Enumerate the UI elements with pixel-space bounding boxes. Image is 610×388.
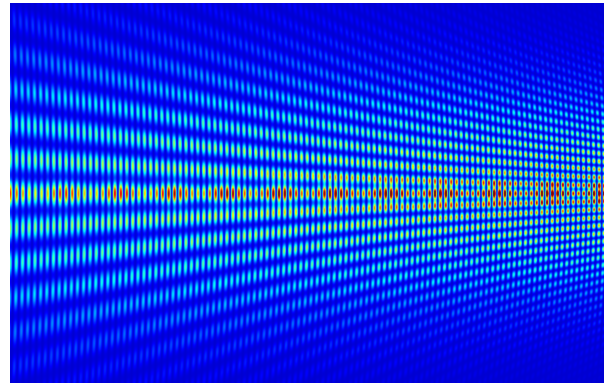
interference-pattern-image (10, 3, 604, 383)
